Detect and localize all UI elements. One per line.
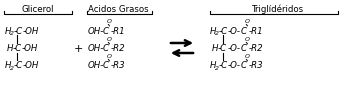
Text: H: H <box>7 44 13 53</box>
Text: OH-: OH- <box>88 44 104 53</box>
Text: C: C <box>241 26 247 35</box>
Text: -C: -C <box>14 61 23 70</box>
Text: C: C <box>103 61 109 70</box>
Text: -R1: -R1 <box>111 26 126 35</box>
Text: -OH: -OH <box>22 44 38 53</box>
Text: O: O <box>245 19 250 24</box>
Text: 2: 2 <box>215 65 219 70</box>
Text: -O-: -O- <box>228 61 241 70</box>
Text: H: H <box>210 26 216 35</box>
Text: -R3: -R3 <box>111 61 126 70</box>
Text: O: O <box>107 37 112 42</box>
Text: O: O <box>107 19 112 24</box>
Text: Triglídéridos: Triglídéridos <box>252 5 304 14</box>
Text: -C: -C <box>219 26 228 35</box>
Text: C: C <box>241 44 247 53</box>
Text: -C: -C <box>219 61 228 70</box>
Text: O: O <box>107 54 112 58</box>
Text: -O-: -O- <box>228 44 241 53</box>
Text: C: C <box>241 61 247 70</box>
Text: -O-: -O- <box>228 26 241 35</box>
Text: C: C <box>103 44 109 53</box>
Text: -R1: -R1 <box>249 26 264 35</box>
Text: Acidos Grasos: Acidos Grasos <box>88 5 148 14</box>
Text: 2: 2 <box>215 31 219 36</box>
Text: OH-: OH- <box>88 26 104 35</box>
Text: H: H <box>212 44 219 53</box>
Text: -C: -C <box>13 44 22 53</box>
Text: -R3: -R3 <box>249 61 264 70</box>
Text: H: H <box>210 61 216 70</box>
Text: 2: 2 <box>10 65 14 70</box>
Text: H: H <box>5 26 12 35</box>
Text: C: C <box>103 26 109 35</box>
Text: +: + <box>73 44 83 54</box>
Text: -OH: -OH <box>23 61 39 70</box>
Text: O: O <box>245 54 250 58</box>
Text: O: O <box>245 37 250 42</box>
Text: 2: 2 <box>10 31 14 36</box>
Text: -C: -C <box>14 26 23 35</box>
Text: -R2: -R2 <box>111 44 126 53</box>
Text: -C: -C <box>218 44 227 53</box>
Text: -OH: -OH <box>23 26 39 35</box>
Text: Glicerol: Glicerol <box>22 5 54 14</box>
Text: -R2: -R2 <box>249 44 264 53</box>
Text: H: H <box>5 61 12 70</box>
Text: OH-: OH- <box>88 61 104 70</box>
